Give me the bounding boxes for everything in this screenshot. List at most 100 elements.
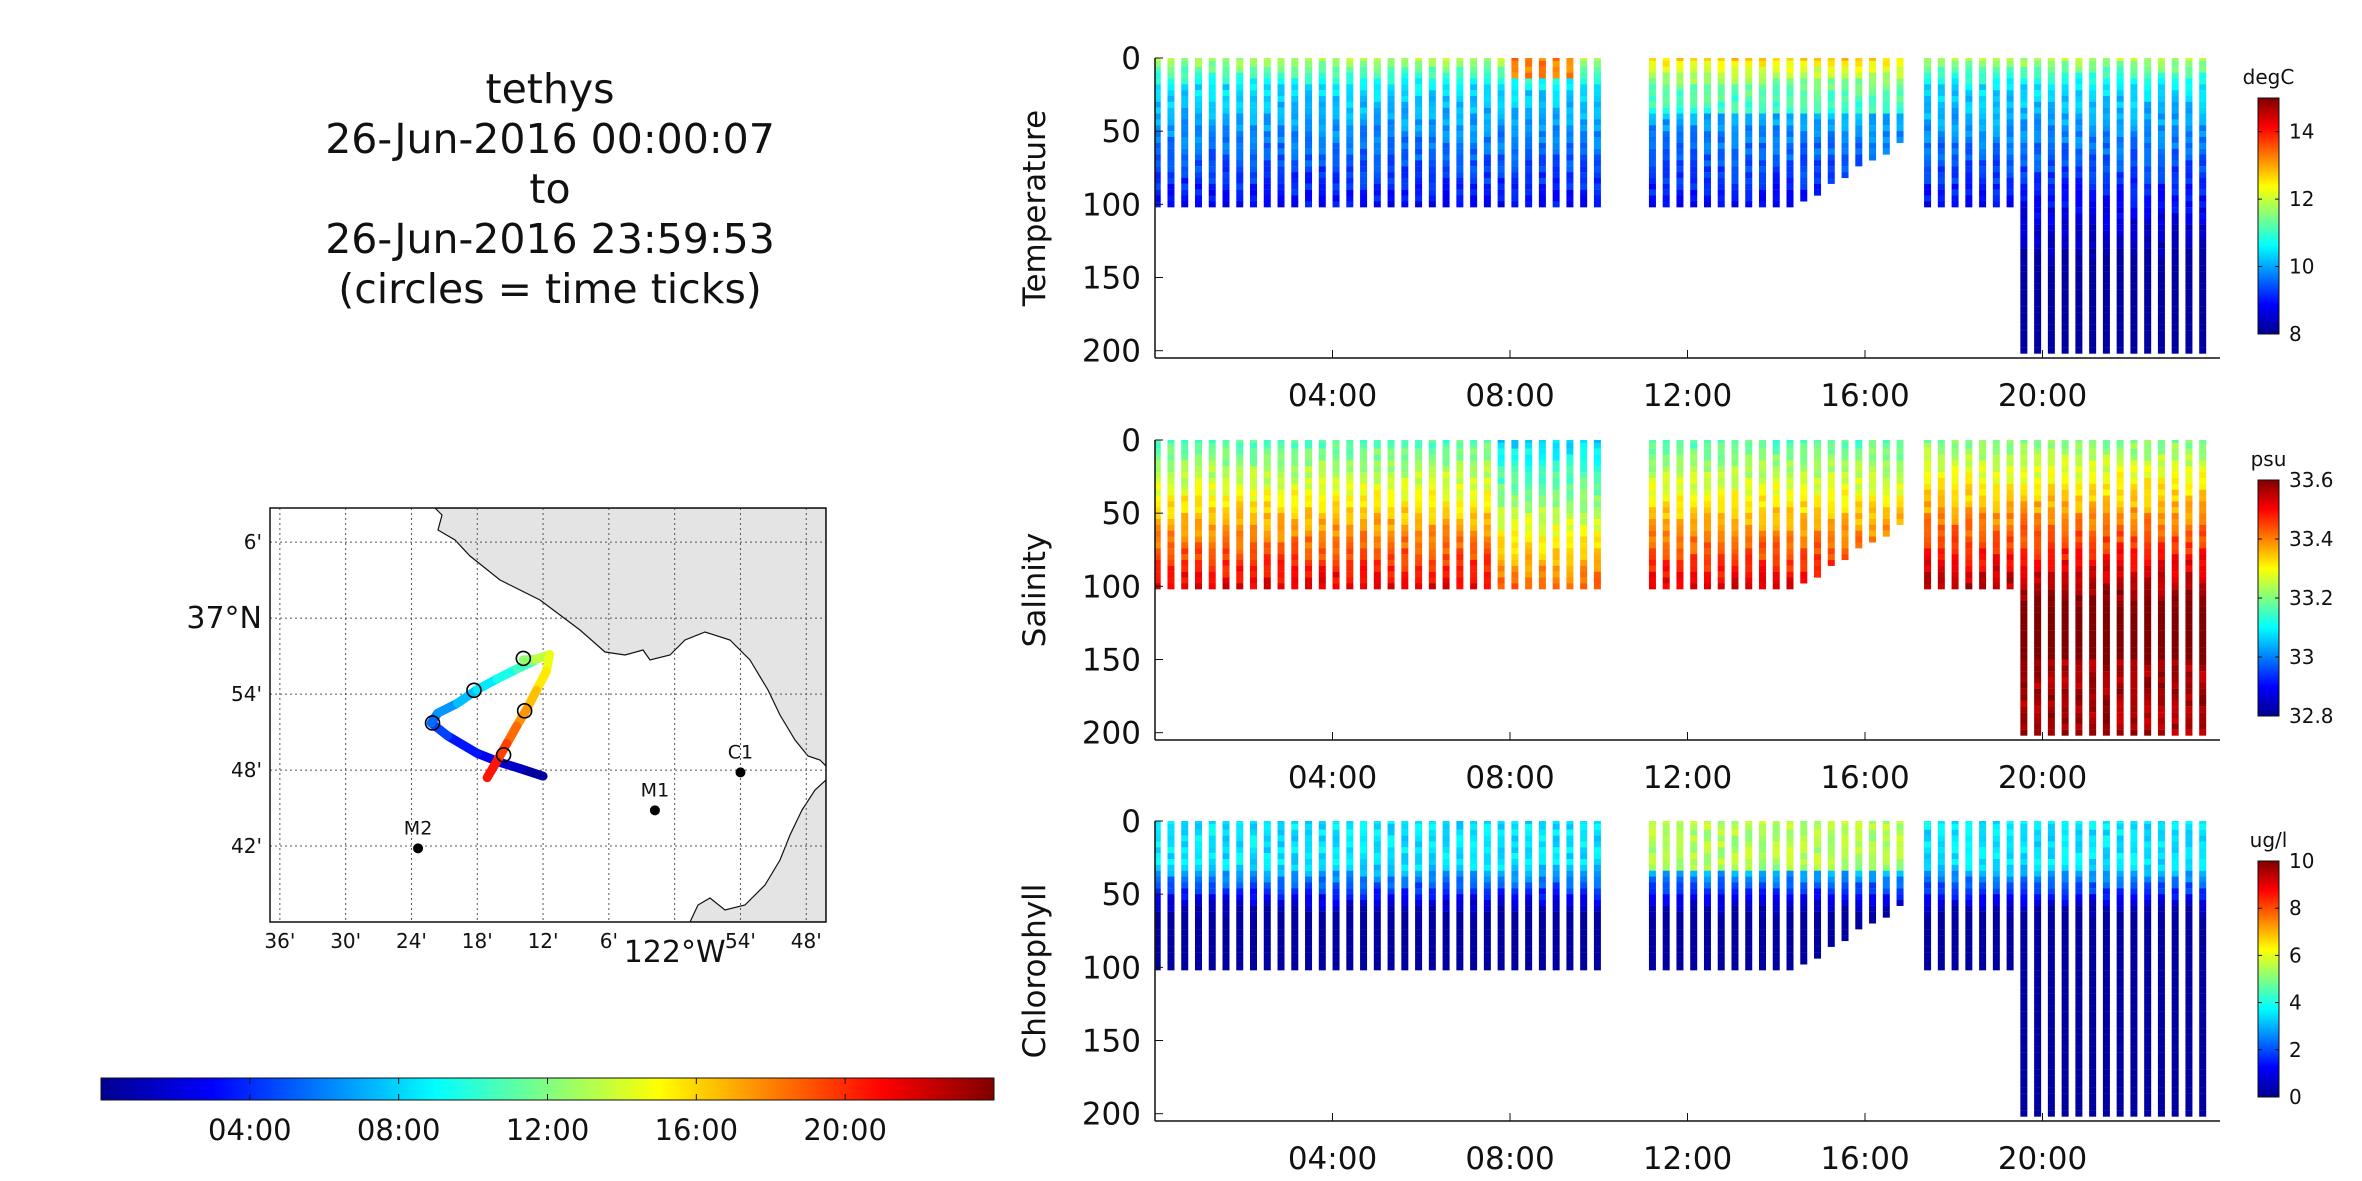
profile-dot: [1373, 172, 1381, 179]
profile-dot: [1360, 821, 1368, 824]
profile-dot: [1717, 107, 1725, 114]
profile-dot: [2199, 236, 2207, 243]
profile-dot: [2047, 324, 2055, 331]
profile-dot: [2199, 536, 2207, 543]
profile-dot: [1291, 119, 1299, 126]
profile-dot: [1181, 201, 1189, 208]
profile-dot: [1827, 101, 1835, 108]
profile-dot: [1208, 923, 1216, 930]
profile-dot: [1827, 95, 1835, 102]
profile-dot: [1965, 177, 1973, 184]
profile-dot: [1291, 483, 1299, 490]
profile-dot: [1470, 440, 1478, 443]
profile-dot: [1566, 495, 1574, 502]
profile-dot: [1951, 440, 1959, 443]
profile-dot: [1483, 107, 1491, 114]
profile-dot: [1360, 66, 1368, 73]
profile-dot: [2199, 277, 2207, 284]
profile-dot: [1250, 501, 1258, 508]
profile-dot: [1593, 84, 1601, 91]
profile-dot: [2199, 665, 2207, 672]
profile-dot: [2199, 107, 2207, 114]
profile-dot: [1992, 477, 2000, 484]
profile-dot: [1758, 571, 1766, 578]
profile-dot: [2034, 618, 2042, 625]
profile-dot: [1155, 90, 1161, 97]
profile-dot: [1263, 940, 1271, 947]
profile-dot: [1662, 142, 1670, 149]
profile-dot: [1814, 160, 1822, 167]
profile-dot: [1979, 460, 1987, 467]
profile-dot: [1373, 548, 1381, 555]
profile-dot: [2116, 729, 2124, 736]
profile-dot: [1305, 888, 1313, 895]
profile-dot: [1263, 501, 1271, 508]
profile-dot: [1772, 454, 1780, 461]
profile-dot: [1497, 60, 1505, 67]
profile-dot: [2102, 559, 2110, 566]
profile-dot: [2171, 113, 2179, 120]
profile-dot: [1580, 90, 1588, 97]
profile-dot: [1277, 821, 1285, 824]
profile-dot: [1992, 183, 2000, 190]
profile-dot: [1263, 58, 1271, 61]
profile-dot: [1786, 530, 1794, 537]
profile-dot: [1827, 60, 1835, 67]
profile-dot: [1538, 131, 1546, 138]
profile-dot: [1360, 577, 1368, 584]
profile-dot: [1346, 58, 1354, 61]
profile-dot: [1814, 477, 1822, 484]
profile-dot: [1525, 136, 1533, 143]
profile-dot: [2171, 677, 2179, 683]
profile-dot: [1181, 958, 1189, 965]
profile-dot: [1250, 58, 1258, 61]
station-label: M1: [641, 779, 669, 801]
profile-dot: [1511, 483, 1519, 490]
profile-dot: [2102, 341, 2110, 348]
profile-dot: [1855, 442, 1863, 449]
profile-dot: [1250, 946, 1258, 953]
profile-dot: [2116, 183, 2124, 190]
profile-dot: [2089, 641, 2097, 648]
profile-dot: [1263, 923, 1271, 930]
profile-dot: [2006, 195, 2014, 202]
profile-dot: [2075, 172, 2083, 179]
profile-dot: [1470, 113, 1478, 120]
profile-dot: [1236, 66, 1244, 73]
profile-dot: [1745, 554, 1753, 561]
profile-dot: [1442, 101, 1450, 108]
time-colorbar-label: 16:00: [655, 1113, 739, 1147]
profile-dot: [2075, 717, 2083, 724]
profile-dot: [1648, 160, 1656, 167]
profile-dot: [1428, 183, 1436, 190]
profile-dot: [1291, 929, 1299, 936]
profile-dot: [1841, 58, 1849, 61]
profile-dot: [2116, 207, 2124, 214]
profile-dot: [1965, 148, 1973, 155]
profile-dot: [1236, 78, 1244, 85]
profile-dot: [1318, 940, 1326, 947]
profile-dot: [1277, 507, 1285, 514]
profile-dot: [1373, 460, 1381, 467]
profile-dot: [1250, 466, 1258, 473]
profile-dot: [2144, 312, 2152, 319]
profile-dot: [2102, 489, 2110, 496]
profile-dot: [2061, 113, 2069, 120]
profile-dot: [1373, 554, 1381, 561]
profile-dot: [1415, 460, 1423, 467]
profile-dot: [1194, 84, 1202, 91]
profile-dot: [1181, 154, 1189, 161]
profile-dot: [1470, 72, 1478, 79]
profile-dot: [2171, 148, 2179, 155]
profile-dot: [2075, 454, 2083, 461]
profile-dot: [1924, 125, 1932, 132]
profile-dot: [1786, 58, 1794, 61]
profile-dot: [1401, 101, 1409, 108]
profile-dot: [1456, 131, 1464, 138]
profile-dot: [2061, 518, 2069, 525]
profile-dot: [1305, 136, 1313, 143]
profile-dot: [2116, 265, 2124, 272]
profile-dot: [1236, 136, 1244, 143]
profile-dot: [1951, 166, 1959, 173]
profile-dot: [1965, 524, 1973, 531]
